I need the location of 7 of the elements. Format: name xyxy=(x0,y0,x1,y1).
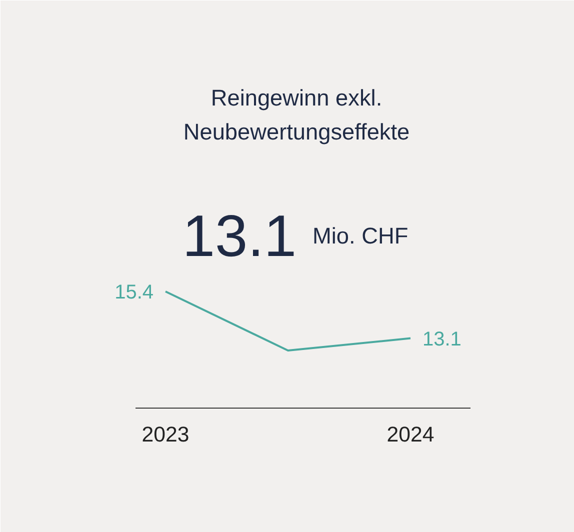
x-tick-label: 2023 xyxy=(142,422,190,446)
data-label: 15.4 xyxy=(114,282,154,304)
text: 13.1 xyxy=(182,204,297,269)
x-tick-label: 2024 xyxy=(386,422,434,446)
data-label: 13.1 xyxy=(422,328,462,350)
chart-title: Reingewinn exkl. Neubewertungseffekte xyxy=(183,84,410,144)
text: Mio. CHF xyxy=(312,222,408,248)
